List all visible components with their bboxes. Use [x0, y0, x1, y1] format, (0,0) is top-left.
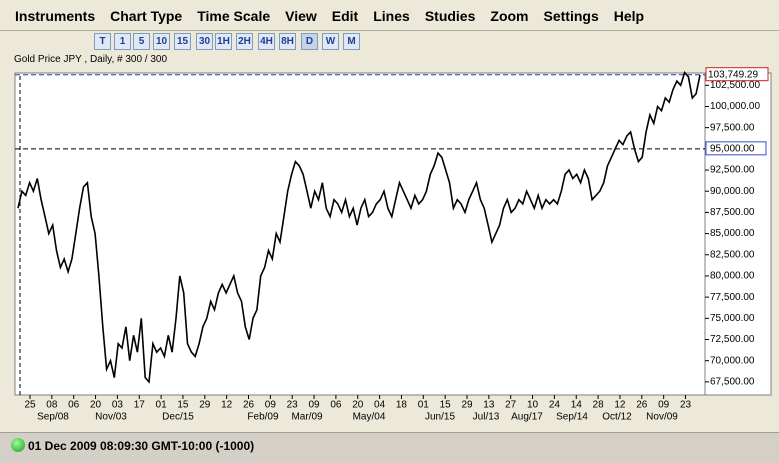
x-day-label: 06: [68, 400, 80, 411]
menu-item[interactable]: Edit: [331, 8, 359, 24]
toolbar-button[interactable]: T: [94, 33, 111, 50]
x-day-label: 09: [658, 400, 670, 411]
x-day-label: 12: [221, 400, 233, 411]
menu-item[interactable]: Time Scale: [197, 8, 271, 24]
menu-bar: Instruments Chart Type Time Scale View Edit L…: [0, 0, 779, 31]
toolbar-button[interactable]: 4H: [258, 33, 275, 50]
x-day-label: 27: [505, 400, 517, 411]
x-day-label: 03: [112, 400, 124, 411]
toolbar-button[interactable]: 1H: [215, 33, 232, 50]
toolbar-button[interactable]: D: [301, 33, 318, 50]
x-day-label: 15: [440, 400, 452, 411]
chart: 67,500.00 70,000.00 72,500.00 75,000.00 77,5…: [14, 67, 772, 423]
x-day-label: 26: [243, 400, 255, 411]
x-day-label: 20: [90, 400, 102, 411]
x-day-label: 13: [483, 400, 495, 411]
x-day-label: 12: [614, 400, 626, 411]
status-bar: 01 Dec 2009 08:09:30 GMT-10:00 (-1000): [0, 432, 779, 463]
y-tick-label: 92,500.00: [710, 165, 755, 176]
x-day-label: 06: [330, 400, 342, 411]
x-month-label: Nov/09: [646, 412, 678, 423]
x-month-label: Jul/13: [473, 412, 500, 423]
menu-item[interactable]: Instruments: [15, 8, 96, 24]
x-day-label: 01: [156, 400, 168, 411]
x-day-label: 23: [287, 400, 299, 411]
toolbar-button[interactable]: 30: [196, 33, 213, 50]
toolbar-button[interactable]: 2H: [236, 33, 253, 50]
x-month-label: Sep/14: [556, 412, 588, 423]
toolbar-button[interactable]: 1: [114, 33, 131, 50]
y-tick-label: 97,500.00: [710, 122, 755, 133]
y-tick-label: 87,500.00: [710, 207, 755, 218]
x-day-label: 01: [418, 400, 430, 411]
x-month-label: Feb/09: [247, 412, 279, 423]
menu-item[interactable]: Studies: [424, 8, 476, 24]
x-day-label: 09: [265, 400, 277, 411]
menu-item[interactable]: Help: [613, 8, 645, 24]
x-day-label: 26: [636, 400, 648, 411]
x-month-label: Nov/03: [95, 412, 127, 423]
x-month-label: Jun/15: [425, 412, 455, 423]
y-tick-label: 102,500.00: [710, 80, 760, 91]
y-tick-label: 75,000.00: [710, 313, 755, 324]
x-month-label: May/04: [353, 412, 386, 423]
menu-item[interactable]: Lines: [373, 8, 410, 24]
plot-area: [14, 72, 706, 396]
x-day-label: 04: [374, 400, 386, 411]
y-tick-label: 67,500.00: [710, 377, 755, 388]
reference-label-box: [705, 141, 767, 156]
x-day-label: 17: [134, 400, 146, 411]
x-day-label: 08: [46, 400, 58, 411]
x-day-label: 25: [24, 400, 36, 411]
connection-icon: [11, 438, 25, 452]
x-month-label: Mar/09: [291, 412, 323, 423]
toolbar-button[interactable]: 5: [133, 33, 150, 50]
x-month-label: Dec/15: [162, 412, 194, 423]
x-day-label: 10: [527, 400, 539, 411]
x-day-label: 29: [199, 400, 211, 411]
reference-label: 95,000.00: [710, 143, 755, 154]
current-price-box: [705, 67, 769, 82]
x-day-label: 23: [680, 400, 692, 411]
x-day-label: 14: [571, 400, 583, 411]
y-tick-label: 90,000.00: [710, 186, 755, 197]
menu-item[interactable]: Chart Type: [110, 8, 183, 24]
y-tick-label: 80,000.00: [710, 271, 755, 282]
x-day-label: 09: [308, 400, 320, 411]
y-tick-label: 72,500.00: [710, 334, 755, 345]
menu-item[interactable]: View: [285, 8, 317, 24]
x-day-label: 20: [352, 400, 364, 411]
x-month-label: Sep/08: [37, 412, 69, 423]
toolbar: T 1 5 10 15 30 1H 2H 4H 8H D W M: [0, 31, 779, 52]
toolbar-button[interactable]: M: [343, 33, 360, 50]
y-tick-label: 100,000.00: [710, 101, 760, 112]
toolbar-button[interactable]: 10: [153, 33, 170, 50]
x-month-label: Oct/12: [602, 412, 632, 423]
toolbar-button[interactable]: 15: [174, 33, 191, 50]
toolbar-button[interactable]: W: [322, 33, 339, 50]
y-tick-label: 85,000.00: [710, 228, 755, 239]
chart-title: Gold Price JPY , Daily, # 300 / 300: [14, 54, 168, 65]
x-day-label: 29: [461, 400, 473, 411]
y-tick-label: 70,000.00: [710, 355, 755, 366]
price-axis: [704, 72, 772, 396]
menu-item[interactable]: Settings: [543, 8, 599, 24]
x-month-label: Aug/17: [511, 412, 543, 423]
y-tick-label: 82,500.00: [710, 249, 755, 260]
price-line: [17, 71, 701, 384]
status-text: 01 Dec 2009 08:09:30 GMT-10:00 (-1000): [28, 439, 255, 453]
x-day-label: 28: [593, 400, 605, 411]
toolbar-button[interactable]: 8H: [279, 33, 296, 50]
y-tick-label: 77,500.00: [710, 292, 755, 303]
x-day-label: 15: [177, 400, 189, 411]
x-day-label: 18: [396, 400, 408, 411]
current-price-label: 103,749.29: [708, 69, 758, 80]
x-day-label: 24: [549, 400, 561, 411]
menu-item[interactable]: Zoom: [490, 8, 529, 24]
